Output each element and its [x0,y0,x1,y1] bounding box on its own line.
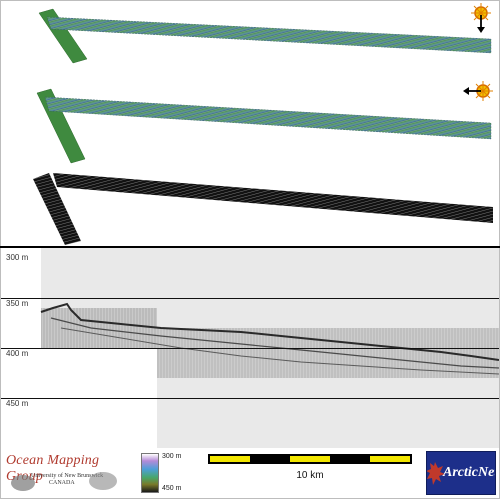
scale-segment [370,456,410,462]
depth-gridline-350 [1,298,499,299]
scale-bar: 10 km [208,454,412,490]
subbottom-profile: 300 m 350 m 400 m 450 m [1,248,499,448]
arrow-left-icon [463,87,481,95]
depth-gridline-450 [1,398,499,399]
colorbar-bottom-label: 450 m [162,485,182,492]
omg-fish-graphic [11,472,117,491]
omg-university: University of New Brunswick [31,473,104,479]
colorbar-top-label: 300 m [162,453,182,460]
scale-segment [290,456,330,462]
scale-label: 10 km [296,470,324,481]
colorbar-gradient [141,453,159,493]
scale-segment [250,456,290,462]
depth-label-450: 450 m [6,399,29,408]
ocean-mapping-group-logo: Ocean Mapping Group University of New Br… [3,451,129,495]
swath-renderings [33,3,493,245]
depth-label-400: 400 m [6,349,29,358]
arcticnet-wordmark: ArcticNet [443,465,496,480]
swath-rendering-1 [38,8,492,64]
depth-label-300: 300 m [6,253,29,262]
depth-label-350: 350 m [6,299,29,308]
maple-leaf-icon [427,462,445,485]
scale-segment [210,456,250,462]
omg-country: CANADA [49,480,75,486]
sun-icon [473,81,493,101]
swath-rendering-2 [36,88,492,164]
footer: Ocean Mapping Group University of New Br… [1,448,499,498]
swath-panel [1,1,499,247]
scale-bar-segments [208,454,412,464]
scale-segment [330,456,370,462]
depth-gridline-400 [1,348,499,349]
panel-divider [0,246,500,248]
swath-rendering-3 [33,173,493,245]
arrow-down-icon [477,15,485,33]
depth-colorbar: 300 m 450 m [141,453,187,493]
arcticnet-logo: ArcticNet [426,451,496,495]
